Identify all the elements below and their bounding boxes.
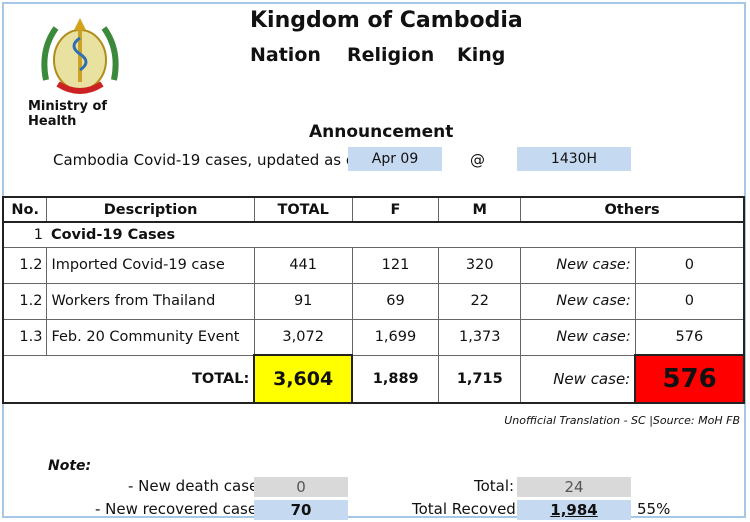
announcement-title: Announcement (309, 122, 454, 142)
row-description: Workers from Thailand (46, 282, 255, 320)
totals-new-value: 576 (634, 354, 745, 404)
col-others: Others (520, 196, 745, 223)
recovered-total-label: Total Recoved: (412, 500, 521, 518)
note-title: Note: (48, 458, 92, 474)
time-badge: 1430H (517, 147, 631, 171)
totals-new-label: New case: (520, 354, 636, 404)
country-title: Kingdom of Cambodia (250, 8, 523, 33)
section-no: 1 (2, 221, 47, 248)
col-no: No. (2, 196, 48, 223)
ministry-label: Ministry of Health (28, 99, 108, 129)
row-description: Feb. 20 Community Event (46, 318, 255, 356)
date-badge: Apr 09 (348, 147, 442, 171)
table-header-row: No. Description TOTAL F M Others (2, 196, 745, 223)
row-female: 1,699 (351, 318, 440, 356)
recovered-label: - New recovered case: (95, 500, 263, 518)
row-new-label: New case: (520, 318, 636, 356)
row-new-value: 0 (634, 282, 745, 320)
col-female: F (351, 196, 440, 223)
row-new-label: New case: (520, 282, 636, 320)
row-male: 22 (438, 282, 522, 320)
row-new-value: 576 (634, 318, 745, 356)
death-total-value: 24 (517, 477, 631, 497)
table-row: 1.2 Imported Covid-19 case 441 121 320 N… (2, 246, 745, 284)
updated-label: Cambodia Covid-19 cases, updated as of: (53, 151, 365, 169)
death-label: - New death case: (128, 477, 264, 495)
recovered-value: 70 (254, 500, 348, 520)
totals-total: 3,604 (253, 354, 354, 404)
ministry-emblem-icon (41, 18, 119, 94)
death-value: 0 (254, 477, 348, 497)
row-new-label: New case: (520, 246, 636, 284)
row-total: 91 (253, 282, 353, 320)
row-male: 320 (438, 246, 522, 284)
row-female: 121 (351, 246, 440, 284)
row-male: 1,373 (438, 318, 522, 356)
at-symbol: @ (470, 151, 485, 169)
recovered-percent: 55% (637, 500, 671, 518)
source-credit: Unofficial Translation - SC |Source: MoH… (504, 414, 740, 427)
recovered-total-value: 1,984 (517, 500, 631, 520)
motto-king: King (457, 44, 506, 66)
row-no: 1.2 (2, 282, 48, 320)
row-description: Imported Covid-19 case (46, 246, 255, 284)
motto-nation: Nation (250, 44, 321, 66)
col-total: TOTAL (253, 196, 353, 223)
row-total: 3,072 (253, 318, 353, 356)
totals-label: TOTAL: (2, 354, 255, 404)
cases-table: No. Description TOTAL F M Others 1 Covid… (2, 196, 745, 404)
row-female: 69 (351, 282, 440, 320)
motto-religion: Religion (347, 44, 435, 66)
death-total-label: Total: (474, 477, 515, 495)
table-row: 1.2 Workers from Thailand 91 69 22 New c… (2, 282, 745, 320)
section-row: 1 Covid-19 Cases (2, 221, 745, 248)
col-description: Description (46, 196, 255, 223)
row-no: 1.3 (2, 318, 48, 356)
col-male: M (438, 196, 522, 223)
row-no: 1.2 (2, 246, 48, 284)
row-new-value: 0 (634, 246, 745, 284)
section-label: Covid-19 Cases (46, 221, 745, 248)
totals-row: TOTAL: 3,604 1,889 1,715 New case: 576 (2, 354, 745, 404)
row-total: 441 (253, 246, 353, 284)
table-row: 1.3 Feb. 20 Community Event 3,072 1,699 … (2, 318, 745, 356)
totals-female: 1,889 (351, 354, 440, 404)
totals-male: 1,715 (438, 354, 522, 404)
